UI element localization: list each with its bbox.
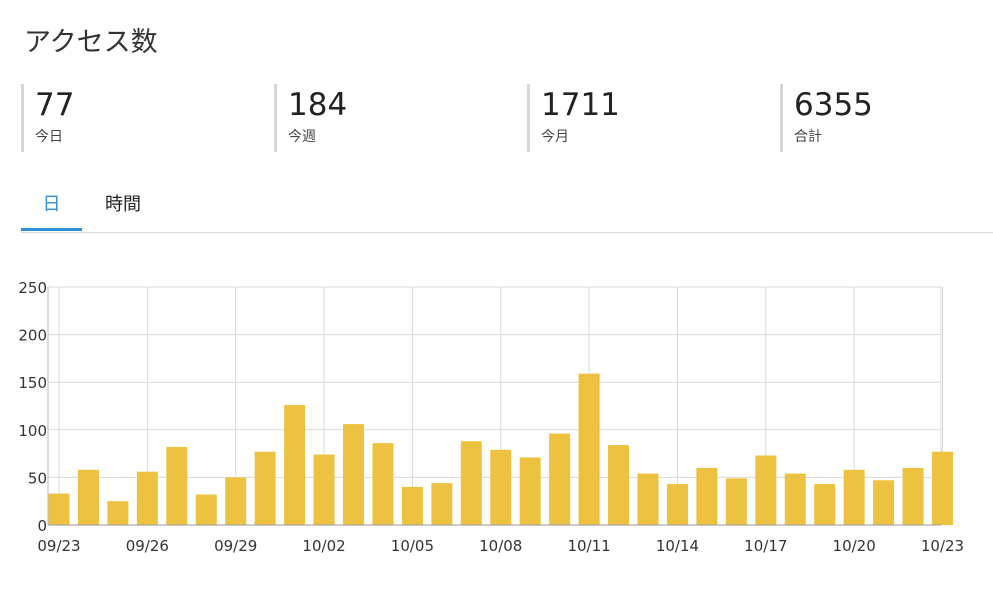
tab-hour[interactable]: 時間 [105,194,141,215]
y-tick-label: 50 [28,469,47,487]
bar [284,405,306,525]
bar [637,473,659,525]
stats-row: 77 今日 184 今週 1711 今月 6355 合計 [21,84,981,152]
x-tick-label: 10/14 [656,537,699,555]
x-tick-label: 09/23 [37,537,80,555]
y-tick-label: 150 [18,374,47,392]
y-tick-label: 250 [18,279,47,297]
bar [48,493,70,525]
bar [814,484,836,525]
y-tick-label: 100 [18,422,47,440]
stat-label: 今日 [35,129,63,145]
bar [696,467,718,525]
bar [666,484,688,525]
stat-value: 6355 [794,87,873,123]
stat-week: 184 今週 [274,84,513,152]
x-tick-label: 09/26 [126,537,169,555]
x-tick-label: 10/17 [744,537,787,555]
x-tick-label: 10/02 [302,537,345,555]
x-tick-label: 09/29 [214,537,257,555]
bar [519,457,541,525]
bar [343,424,364,525]
bar [549,433,571,525]
bar [313,454,335,525]
access-chart: 0 50 100 150 200 250 09/23 09/26 09/29 10/02 10/05… [0,270,993,570]
y-tick-label: 200 [18,327,47,345]
stat-total: 6355 合計 [780,84,993,152]
bar [431,483,453,525]
tab-day[interactable]: 日 [21,190,82,231]
bar-chart-svg: 0 50 100 150 200 250 09/23 09/26 09/29 10/02 10/05… [18,279,964,555]
stat-value: 1711 [541,87,620,123]
bar [578,373,600,525]
bar [902,467,924,525]
stat-month: 1711 今月 [527,84,766,152]
bar [372,443,394,525]
bar [166,446,188,525]
y-tick-label: 0 [37,517,47,535]
bar [77,469,99,525]
stat-value: 184 [288,87,348,123]
bar [254,451,276,525]
page-title: アクセス数 [24,27,158,58]
x-tick-label: 10/08 [479,537,522,555]
stat-value: 77 [35,87,75,123]
bar [225,477,247,525]
x-tick-label: 10/05 [391,537,434,555]
bar [725,478,747,525]
bar [932,451,953,525]
x-tick-label: 10/23 [921,537,964,555]
bar [136,471,158,525]
bar [401,486,423,525]
stat-label: 今週 [288,129,316,145]
stat-label: 合計 [794,129,822,145]
bar [873,480,895,525]
x-tick-label: 10/11 [567,537,610,555]
tab-bar: 日 時間 [21,190,993,233]
bar [608,445,630,525]
bar [784,473,806,525]
bar [460,441,482,525]
stat-label: 今月 [541,129,569,145]
bar [195,494,217,525]
x-tick-label: 10/20 [833,537,876,555]
bar [490,449,512,525]
stat-today: 77 今日 [21,84,260,152]
bar [107,501,129,525]
bar [755,455,777,525]
bar [843,469,865,525]
